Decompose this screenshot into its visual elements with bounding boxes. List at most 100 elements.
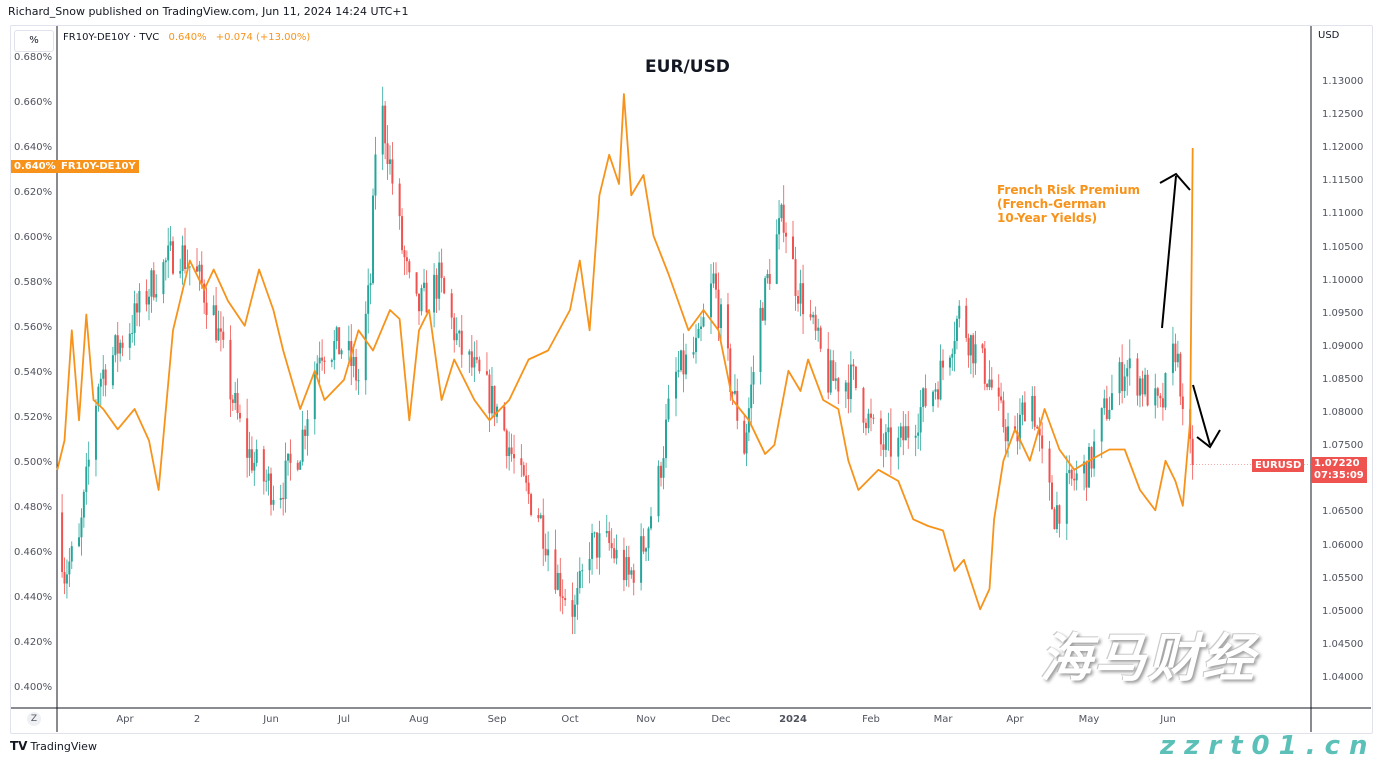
candle-body (321, 357, 324, 361)
candle-body (150, 270, 153, 297)
candle-body (613, 548, 616, 559)
candle-body (615, 549, 618, 559)
up-arrow-head (1159, 172, 1191, 191)
candle-body (408, 261, 411, 273)
candle-body (203, 283, 206, 303)
candle-body (401, 216, 404, 251)
candle-body (1090, 446, 1093, 469)
candle-body (794, 259, 797, 296)
right-axis-tick: 1.09000 (1322, 340, 1364, 352)
candle-body (384, 105, 387, 144)
candle-body (595, 532, 598, 558)
candle-body (622, 549, 625, 581)
candle-body (1070, 469, 1073, 479)
candle-body (485, 371, 488, 375)
candle-body (887, 427, 890, 433)
time-axis-tick: 2024 (779, 714, 807, 725)
candle-body (1141, 378, 1144, 395)
candle-body (561, 596, 564, 599)
candle-body (301, 429, 304, 462)
candle-body (814, 314, 817, 331)
candle-body (1105, 398, 1108, 419)
currency-scale-button[interactable]: USD (1318, 30, 1340, 41)
candle-body (832, 360, 835, 381)
candle-body (133, 303, 136, 333)
candle-body (542, 515, 545, 549)
candle-body (248, 449, 251, 458)
candle-body (357, 380, 360, 382)
left-axis-tick: 0.400% (14, 682, 53, 693)
candle-body (386, 143, 389, 164)
candle-body (70, 546, 73, 562)
candle-body (470, 351, 473, 368)
candle-body (138, 291, 141, 313)
candle-body (942, 360, 944, 368)
candle-body (715, 273, 717, 290)
time-axis-tick: 2 (193, 714, 201, 725)
candle-body (85, 466, 88, 492)
bar-countdown: 07:35:09 (1314, 470, 1364, 481)
candle-body (121, 342, 124, 348)
percent-scale-button[interactable]: % (14, 30, 54, 52)
candle-body (1021, 402, 1024, 415)
right-axis-tick: 1.08000 (1322, 407, 1364, 419)
candle-body (234, 392, 237, 403)
candle-body (660, 465, 662, 478)
candle-body (780, 204, 783, 219)
candle-body (131, 332, 134, 334)
tradingview-logo[interactable]: TV TradingView (10, 739, 97, 753)
candle-body (844, 382, 847, 392)
candle-body (685, 354, 687, 375)
zoom-button[interactable]: Z (27, 712, 41, 726)
left-axis-tick: 0.460% (14, 547, 53, 558)
right-axis-tick: 1.12000 (1322, 142, 1364, 154)
candle-body (520, 458, 523, 466)
time-axis-tick: Feb (862, 714, 880, 725)
candle-body (907, 426, 910, 438)
candle-body (697, 328, 700, 338)
candle-body (645, 548, 647, 552)
candle-body (578, 570, 581, 589)
candle-body (1118, 362, 1121, 394)
candle-body (372, 195, 375, 284)
candle-body (799, 283, 802, 304)
candle-body (759, 307, 762, 373)
right-axis-tick: 1.04500 (1322, 638, 1364, 650)
candle-body (837, 378, 840, 392)
candle-body (591, 532, 594, 559)
candle-body (246, 418, 249, 458)
candle-body (352, 356, 355, 366)
annotation-line: French Risk Premium (997, 183, 1141, 197)
candle-body (262, 449, 265, 482)
candle-body (1058, 505, 1061, 524)
candle-body (164, 260, 167, 263)
series-legend[interactable]: FR10Y-DE10Y · TVC 0.640% +0.074 (+13.00%… (63, 32, 310, 43)
candle-body (1123, 376, 1126, 392)
right-axis-tick: 1.04000 (1322, 671, 1364, 683)
candle-body (766, 274, 769, 279)
candle-body (969, 335, 972, 356)
candle-body (97, 386, 100, 406)
candle-body (867, 413, 870, 429)
candle-body (267, 473, 270, 481)
candle-body (625, 557, 628, 581)
time-axis-tick: Nov (636, 714, 656, 725)
candle-body (608, 531, 611, 544)
chart-frame (10, 25, 1373, 734)
right-axis-tick: 1.09500 (1322, 307, 1364, 319)
candle-body (415, 272, 418, 294)
right-axis-tick: 1.11500 (1322, 175, 1364, 187)
candle-body (196, 266, 198, 272)
candle-body (1126, 368, 1129, 377)
candle-body (556, 572, 559, 590)
candle-body (270, 473, 272, 505)
candle-body (743, 420, 746, 454)
candle-body (162, 262, 165, 295)
annotation-line: (French-German (997, 197, 1107, 211)
candle-body (435, 274, 438, 299)
candle-body (289, 453, 292, 463)
candle-body (265, 480, 268, 482)
candle-body (450, 293, 453, 318)
candle-body (1181, 396, 1184, 409)
